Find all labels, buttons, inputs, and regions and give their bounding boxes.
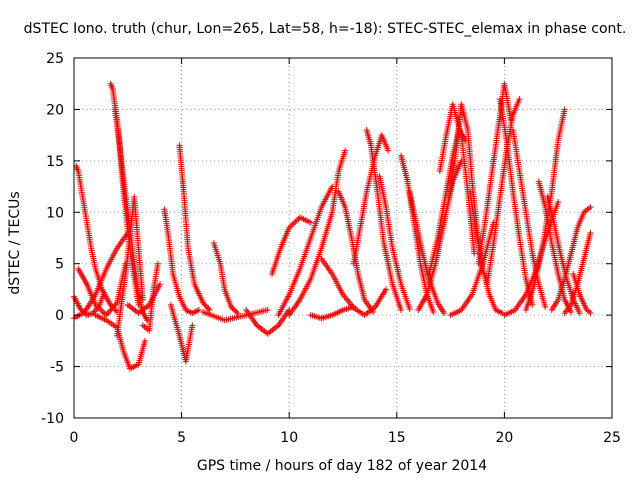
x-tick-label: 5: [177, 430, 186, 446]
data-point-marker: [342, 147, 349, 154]
tick-labels: 0 5 10 15 20 25 -10 -5 0 5 10 15 20 25: [41, 51, 621, 446]
x-tick-label: 10: [280, 430, 298, 446]
data-point-marker: [507, 116, 514, 123]
data-point-marker: [234, 310, 241, 317]
data-point-marker: [144, 317, 151, 324]
data-point-marker: [154, 260, 161, 267]
data-point-marker: [189, 322, 196, 329]
data-point-marker: [587, 310, 594, 317]
y-tick-label: -10: [41, 411, 64, 427]
y-tick-label: 5: [55, 257, 64, 273]
x-tick-label: 25: [603, 430, 621, 446]
data-point-marker: [584, 307, 591, 314]
data-point-marker: [203, 304, 210, 311]
data-point-marker: [529, 301, 536, 308]
data-point-marker: [195, 307, 202, 313]
data-point-marker: [142, 337, 149, 344]
x-tick-label: 20: [495, 430, 513, 446]
data-point-marker: [542, 303, 549, 310]
data-point-marker: [555, 199, 562, 205]
y-axis-label: dSTEC / TECUs: [7, 191, 23, 294]
data-point-marker: [561, 106, 568, 113]
plot-frame: [73, 57, 613, 419]
data-point-marker: [206, 307, 213, 313]
data-point-marker: [205, 305, 212, 312]
data-markers: [71, 80, 594, 372]
data-point-marker: [264, 307, 271, 313]
x-axis-label: GPS time / hours of day 182 of year 2014: [197, 458, 487, 474]
x-tick-label: 0: [70, 430, 79, 446]
data-point-marker: [586, 308, 593, 315]
data-point-marker: [576, 310, 583, 317]
y-tick-label: 0: [55, 308, 64, 324]
data-point-marker: [135, 301, 142, 308]
data-point-marker: [430, 309, 437, 316]
axes: [73, 57, 613, 419]
y-tick-label: 25: [46, 51, 64, 67]
y-tick-label: -5: [50, 360, 64, 376]
y-tick-label: 20: [46, 102, 64, 118]
data-point-marker: [157, 281, 164, 288]
data-point-marker: [471, 250, 478, 257]
y-tick-label: 10: [46, 205, 64, 221]
data-point-marker: [587, 229, 594, 236]
data-point-marker: [383, 286, 390, 293]
data-point-marker: [307, 219, 314, 226]
data-point-marker: [201, 301, 208, 308]
data-point-marker: [441, 310, 448, 317]
data-point-marker: [406, 305, 413, 312]
data-point-marker: [202, 302, 209, 309]
data-point-marker: [583, 305, 590, 312]
data-point-marker: [568, 309, 575, 316]
chart-title: dSTEC Iono. truth (chur, Lon=265, Lat=58…: [24, 21, 627, 37]
y-tick-label: 15: [46, 154, 64, 170]
data-point-marker: [398, 307, 405, 313]
data-point-marker: [233, 308, 240, 315]
x-tick-label: 15: [388, 430, 406, 446]
data-point-marker: [139, 296, 146, 303]
data-point-marker: [385, 147, 392, 154]
data-point-marker: [200, 299, 207, 306]
data-point-marker: [516, 96, 523, 103]
data-point-marker: [587, 204, 594, 211]
